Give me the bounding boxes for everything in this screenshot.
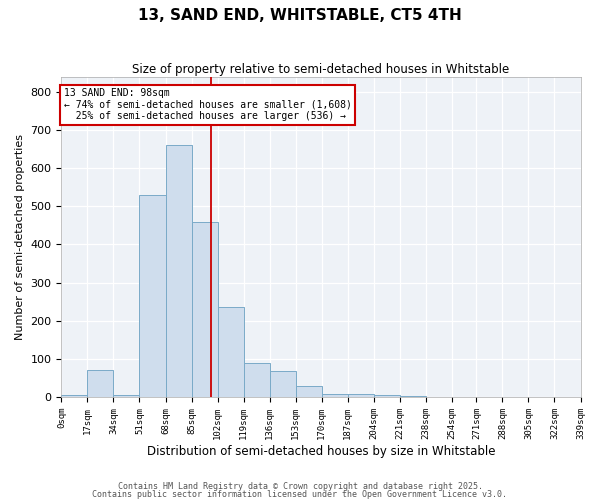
Bar [61,395,88,397]
Bar [218,308,244,397]
Bar [166,146,191,397]
Y-axis label: Number of semi-detached properties: Number of semi-detached properties [15,134,25,340]
Text: Contains HM Land Registry data © Crown copyright and database right 2025.: Contains HM Land Registry data © Crown c… [118,482,482,491]
Text: Contains public sector information licensed under the Open Government Licence v3: Contains public sector information licen… [92,490,508,499]
Bar [244,362,269,397]
Bar [374,395,400,397]
Bar [400,396,426,397]
X-axis label: Distribution of semi-detached houses by size in Whitstable: Distribution of semi-detached houses by … [147,444,495,458]
Bar [348,394,374,397]
Text: 13, SAND END, WHITSTABLE, CT5 4TH: 13, SAND END, WHITSTABLE, CT5 4TH [138,8,462,22]
Text: 13 SAND END: 98sqm
← 74% of semi-detached houses are smaller (1,608)
  25% of se: 13 SAND END: 98sqm ← 74% of semi-detache… [64,88,352,122]
Title: Size of property relative to semi-detached houses in Whitstable: Size of property relative to semi-detach… [133,62,509,76]
Bar [322,394,348,397]
Bar [113,395,139,397]
Bar [296,386,322,397]
Bar [269,371,296,397]
Bar [88,370,113,397]
Bar [139,195,166,397]
Bar [191,222,218,397]
